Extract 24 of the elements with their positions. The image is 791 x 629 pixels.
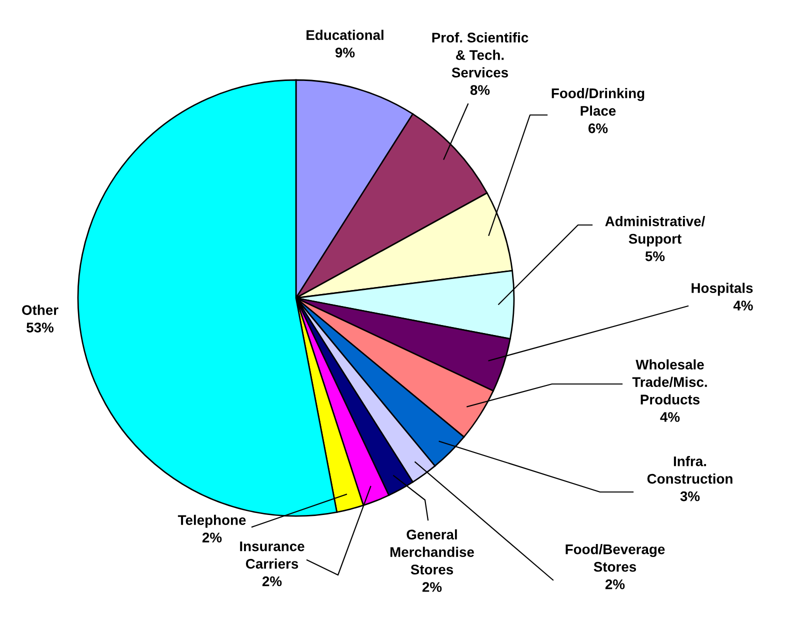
data-label: 4%: [733, 300, 753, 310]
slice-label: Other: [22, 304, 58, 315]
slice-label: Food/Drinking Place: [552, 88, 644, 116]
data-label: 8%: [470, 85, 490, 95]
slice-label: Hospitals: [692, 282, 753, 296]
data-label: 2%: [605, 579, 625, 590]
slice-label: Food/Beverage Stores: [566, 544, 665, 572]
slice-label: Educational: [306, 30, 384, 40]
slice-label: Prof. Scientific & Tech. Services: [432, 32, 528, 78]
slice-label: Wholesale Trade/Misc. Products: [632, 359, 707, 404]
data-label: 2%: [202, 532, 222, 542]
data-label: 3%: [680, 491, 700, 502]
data-label: 5%: [645, 251, 665, 262]
data-label: 9%: [335, 48, 355, 58]
slice-label: General Merchandise Stores: [390, 529, 474, 574]
slice-label: Infra. Construction: [647, 456, 732, 484]
data-label: 53%: [26, 322, 54, 332]
slice-label: Insurance Carriers: [240, 542, 304, 569]
data-label: 4%: [660, 412, 680, 422]
data-label: 2%: [422, 582, 442, 592]
slice-label: Telephone: [178, 514, 246, 528]
data-label: 2%: [262, 576, 282, 586]
slice-label: Administrative/ Support: [605, 216, 706, 246]
data-label: 6%: [588, 123, 608, 134]
